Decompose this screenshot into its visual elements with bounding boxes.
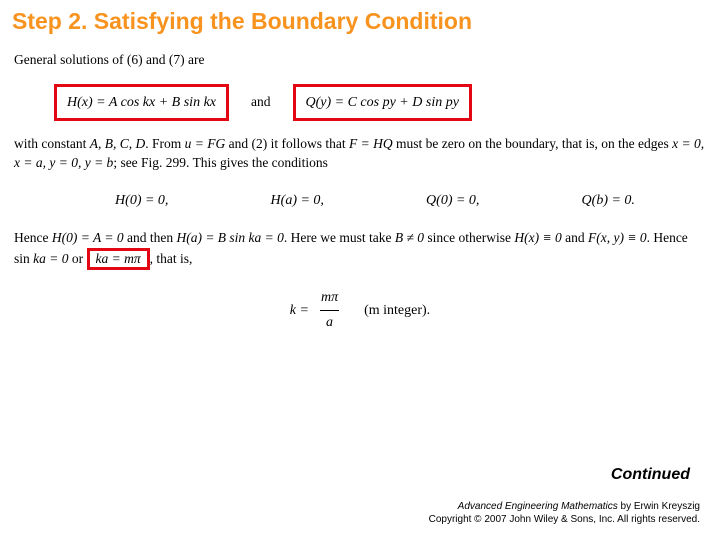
p3-h0: H(0) = A = 0 [52,230,124,245]
cond-1: H(0) = 0, [115,191,168,211]
p3-g: or [69,251,87,266]
p2-e: ; see Fig. 299. This gives the condition… [113,155,328,170]
footer-book: Advanced Engineering Mathematics [458,501,618,512]
boundary-conditions: H(0) = 0, H(a) = 0, Q(0) = 0, Q(b) = 0. [64,191,686,211]
p3-hx: H(x) ≡ 0 [514,230,561,245]
p3-h: , that is, [150,251,193,266]
p3-bneq: B ≠ 0 [395,230,424,245]
p3-fx: F(x, y) ≡ 0 [588,230,647,245]
footer-author: by Erwin Kreyszig [618,501,700,512]
p2-f: F = HQ [349,136,393,151]
p3-d: since otherwise [424,230,514,245]
intro-text: General solutions of (6) and (7) are [14,51,706,70]
p2-d: must be zero on the boundary, that is, o… [393,136,673,151]
k-fraction: mπ a [315,288,344,332]
footer: Advanced Engineering Mathematics by Erwi… [429,500,700,526]
p3-a: Hence [14,230,52,245]
p3-b: and then [124,230,177,245]
p3-ha: H(a) = B sin ka = 0 [176,230,283,245]
footer-line-2: Copyright © 2007 John Wiley & Sons, Inc.… [429,513,700,526]
p2-consts: A, B, C, D [90,136,146,151]
para-3: Hence H(0) = A = 0 and then H(a) = B sin… [14,229,706,270]
cond-2: H(a) = 0, [271,191,324,211]
p2-u: u = FG [185,136,226,151]
p3-ka0: ka = 0 [33,251,68,266]
k-den: a [320,310,339,333]
k-lhs: k = [290,301,309,321]
p3-e: and [562,230,588,245]
body: General solutions of (6) and (7) are H(x… [0,51,720,332]
eq-q-of-y: Q(y) = C cos py + D sin py [293,84,472,122]
p2-b: . From [145,136,184,151]
cond-4: Q(b) = 0. [582,191,635,211]
eq-h-of-x: H(x) = A cos kx + B sin kx [54,84,229,122]
page-title: Step 2. Satisfying the Boundary Conditio… [0,0,720,45]
ka-box: ka = mπ [87,248,150,271]
footer-line-1: Advanced Engineering Mathematics by Erwi… [429,500,700,513]
k-num: mπ [315,288,344,310]
p2-a: with constant [14,136,90,151]
para-2: with constant A, B, C, D. From u = FG an… [14,135,706,173]
p3-c: . Here we must take [284,230,395,245]
p2-c: and (2) it follows that [225,136,349,151]
k-note: (m integer). [364,301,430,321]
equation-row-1: H(x) = A cos kx + B sin kx and Q(y) = C … [54,84,706,122]
continued-label: Continued [611,466,690,484]
title-text: Step 2. Satisfying the Boundary Conditio… [12,8,472,34]
eq-and: and [251,93,271,112]
cond-3: Q(0) = 0, [426,191,479,211]
k-equation: k = mπ a (m integer). [14,288,706,332]
